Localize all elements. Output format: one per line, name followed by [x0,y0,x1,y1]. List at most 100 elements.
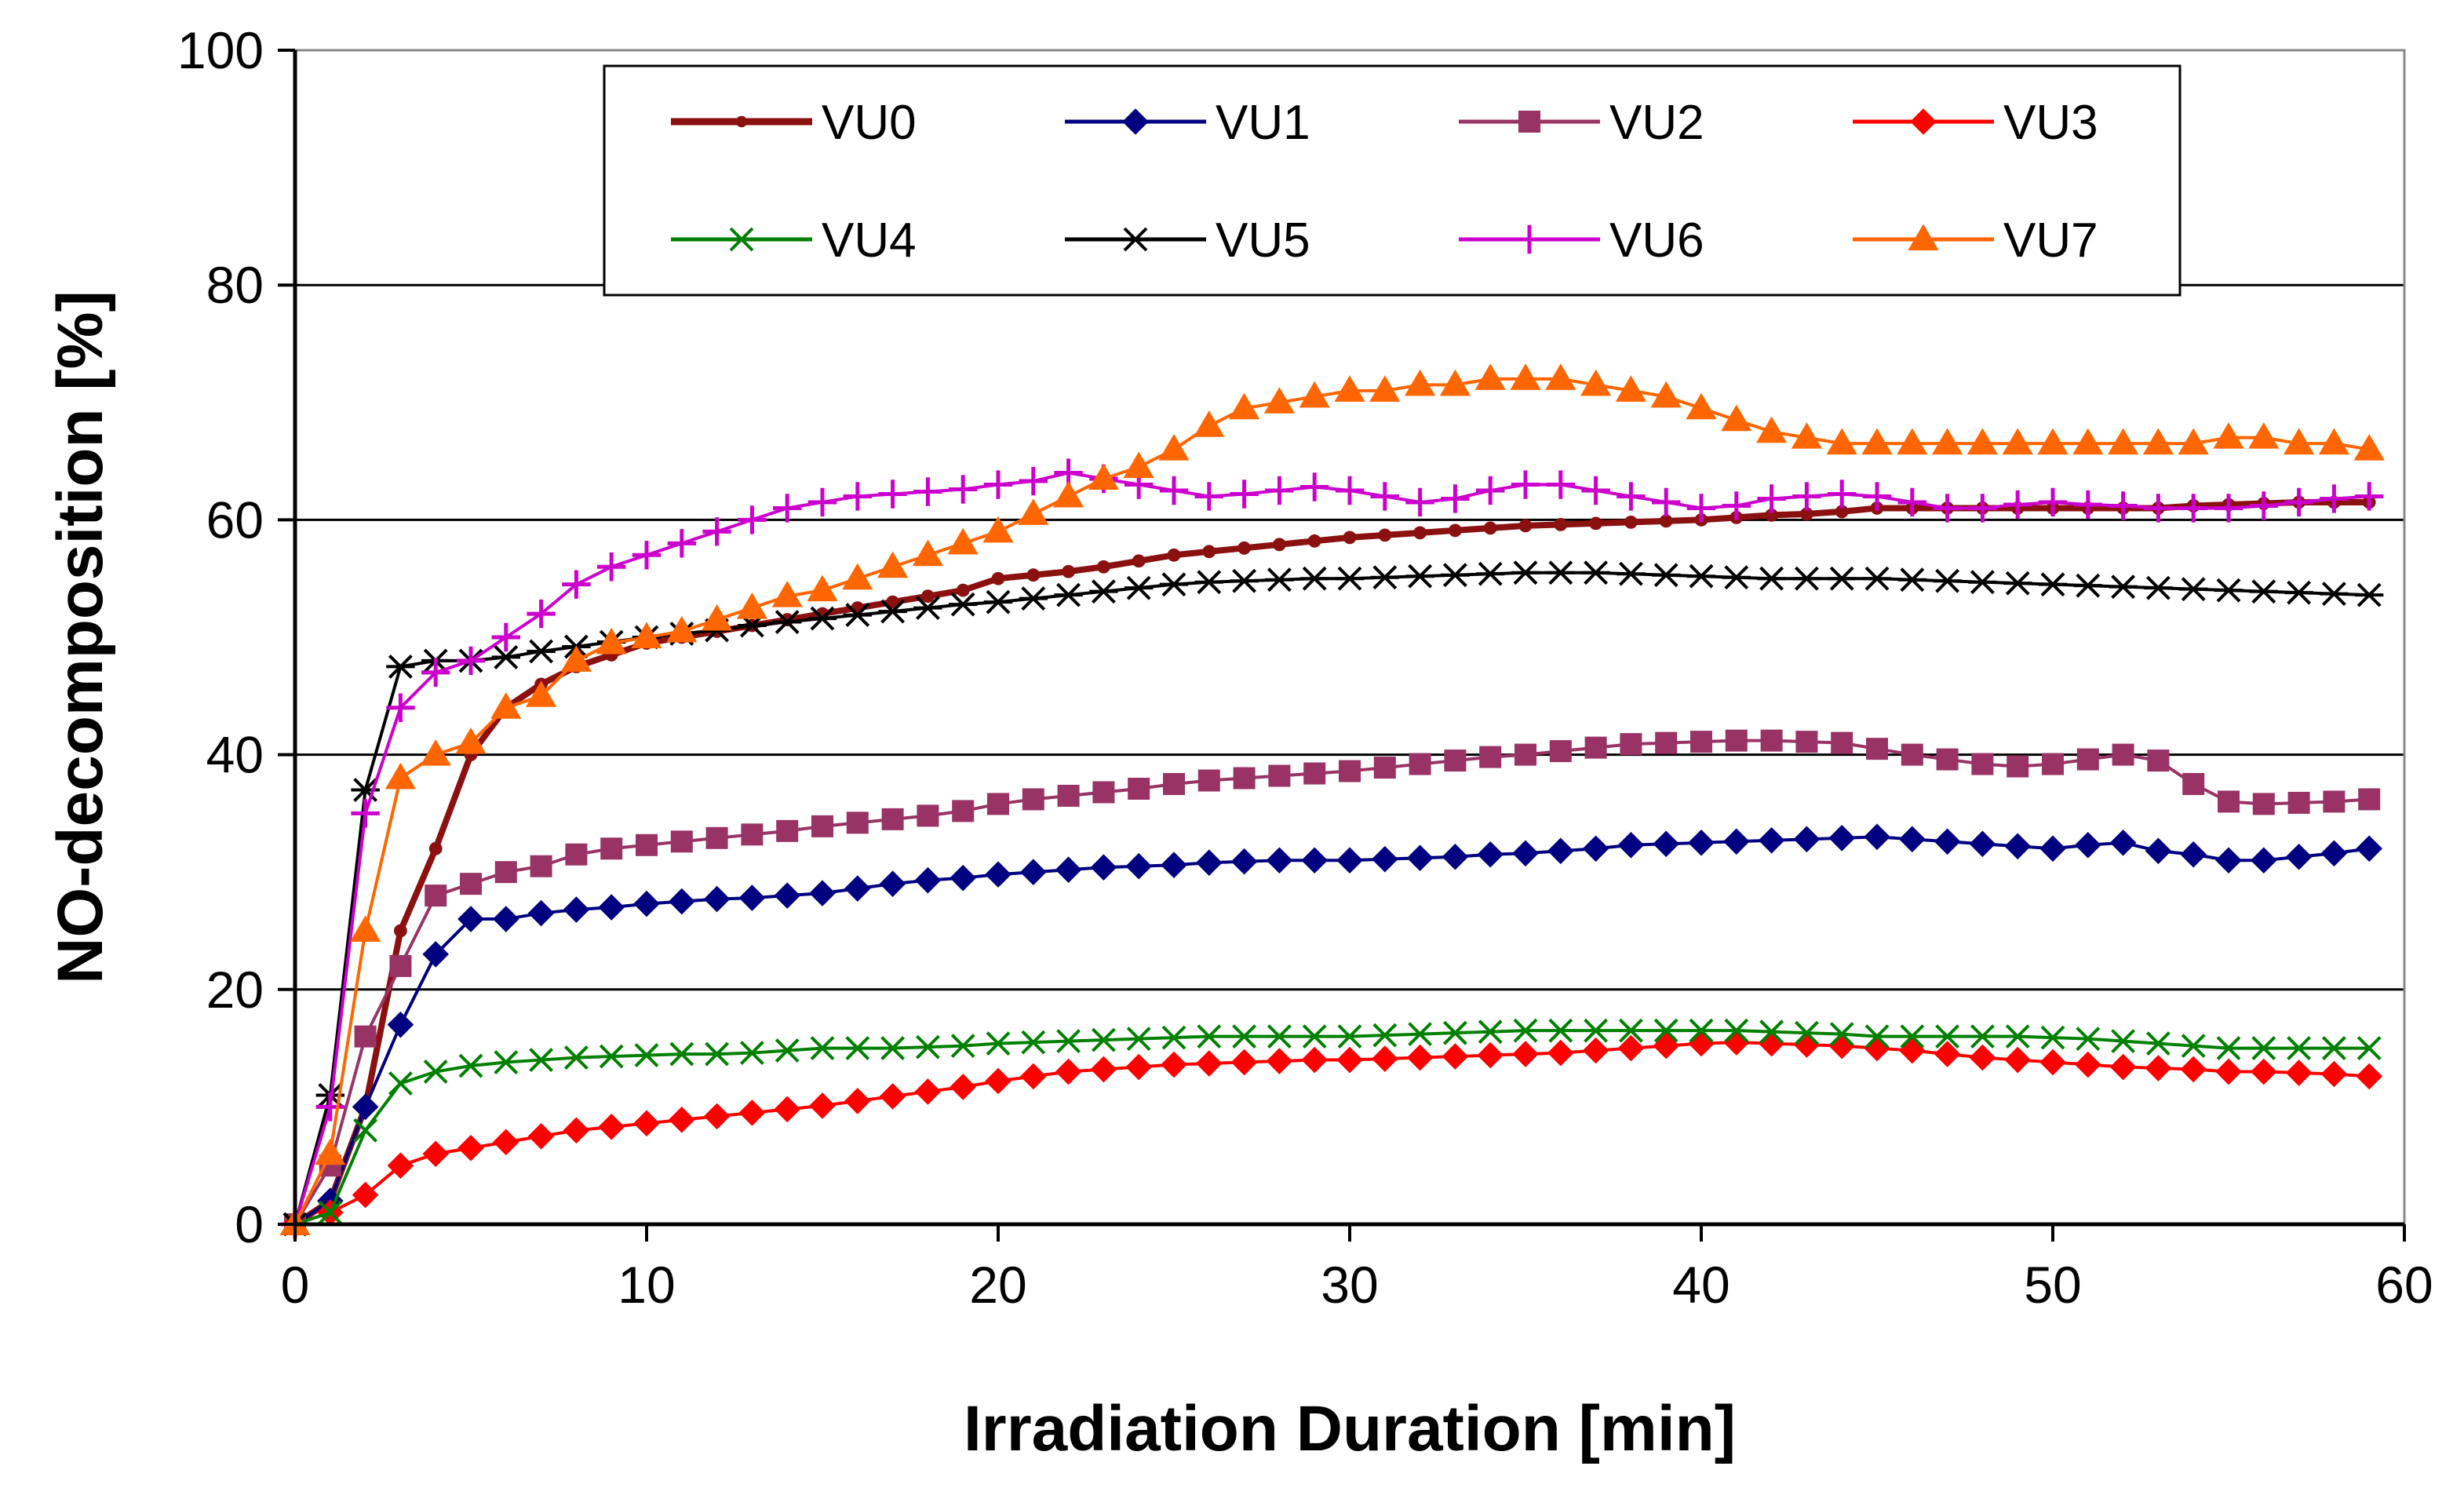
data-point-vu0 [1554,517,1568,531]
x-tick-label: 10 [618,1256,675,1314]
data-point-vu3 [1582,1037,1609,1064]
data-point-vu6 [2073,490,2102,520]
data-point-vu5 [1089,579,1118,604]
legend-label: VU3 [2003,96,2098,150]
data-point-vu2 [670,830,693,853]
data-point-vu0 [1097,560,1110,574]
data-point-vu2 [1479,746,1502,768]
data-point-vu1 [1547,837,1574,865]
legend-label: VU4 [822,213,917,268]
data-point-vu0 [1378,528,1392,542]
data-point-vu5 [1159,572,1189,597]
data-point-vu4 [1372,1023,1398,1048]
data-point-vu5 [1933,568,1962,593]
series-line-vu4 [294,1029,2370,1226]
data-point-vu5 [2003,571,2032,596]
data-point-vu2 [881,808,904,830]
data-point-vu4 [1724,1018,1749,1043]
data-point-vu1 [669,888,695,915]
data-point-vu0 [1273,538,1286,552]
data-point-vu0 [1132,554,1146,568]
data-point-vu2 [565,843,588,866]
data-point-vu6 [315,1092,344,1121]
data-point-vu0 [1167,548,1181,562]
data-point-vu6 [2003,490,2032,520]
data-point-vu6 [456,646,486,676]
data-point-vu7 [1369,375,1401,402]
data-point-vu2 [2252,793,2275,815]
data-point-vu1 [1161,852,1187,879]
legend-item-vu1: VU1 [1065,96,1310,150]
data-point-vu6 [632,541,662,570]
legend-marker-icon [735,115,748,128]
data-point-vu1 [457,906,484,932]
data-point-vu6 [1617,482,1646,511]
data-point-vu7 [666,615,698,643]
data-point-vu3 [1723,1029,1750,1056]
data-point-vu1 [1055,856,1082,884]
data-point-vu3 [563,1117,590,1144]
legend-item-vu2: VU2 [1459,96,1704,150]
data-point-vu1 [2251,847,2277,874]
data-point-vu0 [1062,564,1075,578]
data-point-vu1 [352,1093,379,1121]
data-point-vu2 [2042,753,2064,775]
data-point-vu1 [1406,844,1434,872]
data-point-vu4 [2076,1027,2101,1052]
data-point-vu3 [422,1140,449,1168]
data-point-vu0 [394,924,407,938]
data-point-vu1 [2320,840,2348,867]
data-point-vu7 [1932,428,1963,455]
data-point-vu3 [2004,1046,2031,1074]
data-point-vu1 [493,906,519,932]
data-point-vu7 [2353,434,2385,461]
data-point-vu4 [1864,1024,1890,1049]
data-point-vu7 [771,581,803,607]
tick-labels: 0 20 40 60 80 100 0 10 20 30 40 50 60 [177,21,2433,1314]
data-point-vu5 [491,645,520,669]
y-tick-label: 20 [206,961,264,1019]
legend-marker-icon [1121,227,1150,252]
data-point-vu5 [527,639,556,664]
data-point-vu6 [2109,491,2138,520]
data-point-vu3 [2320,1060,2348,1088]
data-point-vu3 [1442,1043,1469,1070]
data-point-vu6 [1686,494,1716,523]
data-point-vu2 [1197,769,1220,792]
data-point-vu5 [1405,563,1434,589]
data-point-vu5 [1335,566,1365,591]
legend-item-vu4: VU4 [671,213,917,268]
data-point-vu1 [2285,843,2313,870]
data-point-vu3 [1512,1041,1539,1067]
data-point-vu7 [1123,451,1154,479]
data-point-vu2 [636,833,658,856]
data-point-vu5 [1124,575,1154,600]
data-point-vu3 [1161,1051,1187,1078]
data-point-vu3 [1055,1058,1082,1085]
data-point-vu2 [600,837,623,860]
data-point-vu3 [1899,1037,1926,1064]
data-point-vu4 [494,1050,519,1074]
data-point-vu4 [423,1059,448,1084]
data-point-vu4 [1548,1018,1573,1043]
data-point-vu7 [1721,404,1752,432]
data-point-vu5 [1686,563,1716,589]
data-point-vu2 [705,826,728,849]
data-point-vu6 [1300,472,1329,501]
data-point-vu3 [844,1088,871,1114]
data-point-vu5 [1265,567,1294,593]
data-point-vu0 [428,841,443,855]
data-point-vu6 [702,517,731,546]
data-point-vu3 [2215,1058,2242,1085]
series-vu4 [282,1018,2382,1237]
data-point-vu2 [1971,753,1994,775]
legend-marker-icon [1908,224,1939,250]
data-point-vu1 [879,870,906,897]
data-point-vu5 [2109,574,2138,600]
data-point-vu7 [490,692,522,719]
data-point-vu1 [1196,849,1223,877]
data-point-vu5 [2249,579,2278,604]
data-point-vu1 [598,894,625,921]
data-point-vu6 [351,799,380,828]
data-point-vu6 [1019,466,1048,496]
